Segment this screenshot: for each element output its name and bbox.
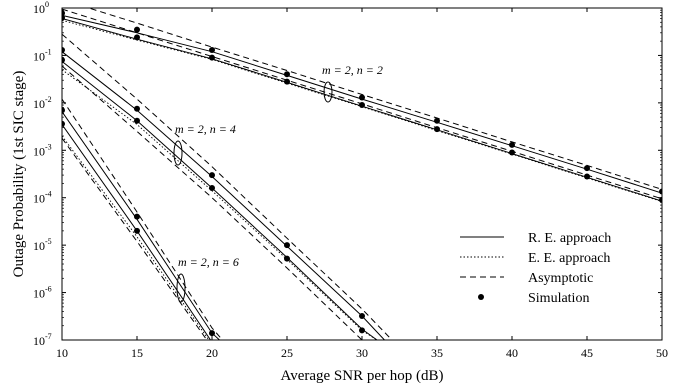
simulation-point (134, 105, 140, 112)
simulation-point (434, 126, 440, 133)
y-axis-title: Outage Probability (1st SIC stage) (11, 71, 27, 278)
curve-group-ellipse (176, 273, 186, 303)
simulation-point (134, 213, 140, 220)
legend: R. E. approach E. E. approach Asymptotic Si… (452, 223, 658, 335)
dashed-series-line (62, 65, 363, 340)
simulation-point (284, 71, 290, 78)
x-tick-label: 10 (56, 346, 68, 360)
legend-label: R. E. approach (528, 231, 611, 246)
simulation-point (209, 47, 215, 54)
x-tick-label: 40 (506, 346, 518, 360)
dotted-series-line (62, 69, 378, 340)
y-tick-label: 10-7 (33, 332, 52, 348)
legend-label: Simulation (528, 291, 589, 306)
simulation-point (62, 47, 65, 54)
simulation-point (434, 117, 440, 124)
x-tick-label: 50 (656, 346, 668, 360)
legend-marker (478, 294, 484, 300)
simulation-point (62, 120, 65, 127)
legend-label: E. E. approach (528, 251, 610, 266)
simulation-point (584, 165, 590, 172)
simulation-point (509, 141, 515, 148)
simulation-point (209, 54, 215, 61)
simulation-point (584, 173, 590, 180)
x-tick-label: 45 (581, 346, 593, 360)
x-tick-label: 30 (356, 346, 368, 360)
simulation-point (284, 242, 290, 249)
curve-group-ellipse (323, 81, 333, 103)
simulation-point (134, 34, 140, 41)
simulation-point (509, 149, 515, 156)
dashed-series-line (62, 33, 393, 340)
curve-group-annotation: m = 2, n = 2 (322, 63, 383, 77)
simulation-point (209, 185, 215, 192)
x-axis-title: Average SNR per hop (dB) (280, 368, 443, 384)
curve-group-ellipse (173, 140, 183, 166)
dashed-series-line (62, 98, 223, 340)
y-tick-label: 10-1 (33, 47, 52, 63)
dashed-series-line (62, 137, 208, 340)
legend-box (452, 223, 658, 335)
y-tick-label: 10-5 (33, 237, 52, 253)
simulation-point (284, 78, 290, 85)
solid-series-line (62, 51, 385, 340)
y-tick-label: 10-2 (33, 95, 52, 111)
simulation-point (359, 94, 365, 101)
simulation-point (359, 327, 365, 334)
simulation-point (134, 117, 140, 124)
ticks-layer: 10 15 20 25 30 35 40 45 50 100 10-1 10-2 10-3 10-4 10-… (33, 0, 668, 360)
annotation-layer: m = 2, n = 2 m = 2, n = 4 m = 2, n = 6 (173, 63, 383, 303)
y-tick-label: 10-4 (33, 190, 52, 206)
x-tick-label: 35 (431, 346, 443, 360)
simulation-point (134, 227, 140, 234)
simulation-point (659, 188, 662, 195)
simulation-point (359, 102, 365, 109)
simulation-point (62, 10, 65, 17)
simulation-point (209, 172, 215, 179)
y-tick-label: 100 (33, 0, 49, 16)
x-tick-label: 25 (281, 346, 293, 360)
solid-series-line (62, 111, 220, 340)
curve-group-annotation: m = 2, n = 4 (175, 122, 236, 136)
curve-group-annotation: m = 2, n = 6 (178, 255, 239, 269)
solid-series-line (62, 124, 212, 340)
y-tick-label: 10-6 (33, 285, 52, 301)
legend-label: Asymptotic (528, 271, 593, 286)
x-tick-label: 20 (206, 346, 218, 360)
simulation-point (209, 330, 215, 337)
simulation-point (134, 26, 140, 33)
y-tick-label: 10-3 (33, 142, 52, 158)
x-tick-label: 15 (131, 346, 143, 360)
series-layer (62, 8, 662, 340)
simulation-point (284, 255, 290, 262)
simulation-point (359, 313, 365, 320)
simulation-point (62, 14, 65, 21)
